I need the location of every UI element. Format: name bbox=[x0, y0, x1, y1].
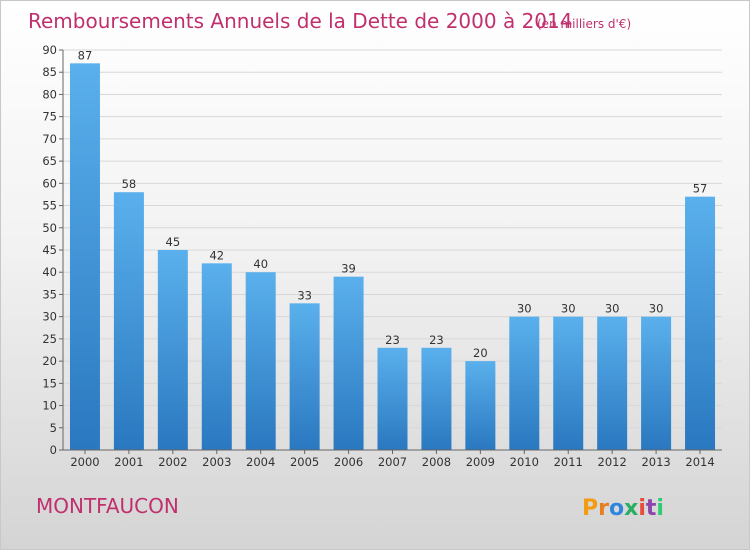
x-tick-label-2003: 2003 bbox=[202, 455, 231, 469]
bar-2013 bbox=[641, 316, 672, 450]
x-tick-label-2008: 2008 bbox=[422, 455, 451, 469]
data-label-2011: 30 bbox=[561, 302, 576, 316]
commune-name: MONTFAUCON bbox=[36, 494, 179, 518]
data-label-2012: 30 bbox=[605, 302, 620, 316]
bar-2005 bbox=[289, 303, 320, 450]
x-tick-label-2006: 2006 bbox=[334, 455, 363, 469]
data-label-2004: 40 bbox=[253, 257, 268, 271]
y-tick-label: 10 bbox=[42, 399, 57, 413]
logo-letter: x bbox=[624, 496, 638, 521]
x-tick-label-2013: 2013 bbox=[641, 455, 670, 469]
bars bbox=[69, 63, 716, 450]
y-tick-label: 65 bbox=[42, 154, 57, 168]
x-tick-label-2004: 2004 bbox=[246, 455, 275, 469]
bar-2007 bbox=[377, 347, 408, 450]
y-tick-label: 75 bbox=[42, 110, 57, 124]
logo-letter: t bbox=[646, 496, 657, 521]
logo-letter: i bbox=[656, 496, 664, 521]
x-axis-ticks: 2000 2001 2002 2003 2004 2005 2006 2007 2008 2009… bbox=[70, 450, 715, 469]
y-tick-label: 55 bbox=[42, 199, 57, 213]
y-tick-label: 25 bbox=[42, 332, 57, 346]
y-tick-label: 0 bbox=[50, 443, 57, 457]
x-tick-label-2011: 2011 bbox=[554, 455, 583, 469]
y-tick-label: 5 bbox=[50, 421, 57, 435]
data-label-2001: 58 bbox=[122, 177, 137, 191]
data-label-2005: 33 bbox=[297, 288, 312, 302]
bar-2001 bbox=[113, 192, 144, 450]
y-tick-label: 15 bbox=[42, 376, 57, 390]
x-tick-label-2007: 2007 bbox=[378, 455, 407, 469]
bar-2009 bbox=[465, 361, 496, 450]
bar-2011 bbox=[553, 316, 584, 450]
x-tick-label-2014: 2014 bbox=[685, 455, 714, 469]
bar-2008 bbox=[421, 347, 452, 450]
proxiti-logo[interactable]: Proxiti bbox=[582, 496, 664, 521]
bar-2014 bbox=[685, 196, 716, 450]
logo-letter: r bbox=[598, 496, 609, 521]
y-tick-label: 85 bbox=[42, 65, 57, 79]
logo-letter: o bbox=[609, 496, 624, 521]
y-tick-label: 90 bbox=[42, 43, 57, 57]
x-tick-label-2000: 2000 bbox=[70, 455, 99, 469]
x-tick-label-2012: 2012 bbox=[598, 455, 627, 469]
x-tick-label-2010: 2010 bbox=[510, 455, 539, 469]
logo-letter: i bbox=[638, 496, 646, 521]
data-label-2006: 39 bbox=[341, 262, 356, 276]
data-label-2000: 87 bbox=[78, 48, 93, 62]
y-axis-ticks: 0 5 10 15 20 25 30 35 40 45 50 55 60 65 70 75 80 85 90 bbox=[42, 43, 63, 457]
logo-letter: P bbox=[582, 496, 598, 521]
x-tick-label-2001: 2001 bbox=[114, 455, 143, 469]
y-tick-label: 30 bbox=[42, 310, 57, 324]
chart-title: Remboursements Annuels de la Dette de 20… bbox=[28, 9, 572, 33]
data-label-2002: 45 bbox=[166, 235, 181, 249]
chart-unit-note: (en milliers d'€) bbox=[537, 17, 631, 31]
y-tick-label: 40 bbox=[42, 265, 57, 279]
y-tick-label: 70 bbox=[42, 132, 57, 146]
data-label-2009: 20 bbox=[473, 346, 488, 360]
bar-2003 bbox=[201, 263, 232, 450]
y-tick-label: 45 bbox=[42, 243, 57, 257]
data-labels: 87 58 45 42 40 33 39 23 23 20 30 30 30 30 57 bbox=[78, 48, 708, 360]
bar-2004 bbox=[245, 272, 276, 450]
data-label-2014: 57 bbox=[693, 182, 708, 196]
y-tick-label: 20 bbox=[42, 354, 57, 368]
data-label-2010: 30 bbox=[517, 302, 532, 316]
bar-2010 bbox=[509, 316, 540, 450]
y-tick-label: 50 bbox=[42, 221, 57, 235]
data-label-2008: 23 bbox=[429, 333, 444, 347]
x-tick-label-2009: 2009 bbox=[466, 455, 495, 469]
x-tick-label-2002: 2002 bbox=[158, 455, 187, 469]
data-label-2013: 30 bbox=[649, 302, 664, 316]
data-label-2003: 42 bbox=[209, 248, 224, 262]
bar-2002 bbox=[157, 250, 188, 450]
y-tick-label: 80 bbox=[42, 87, 57, 101]
data-label-2007: 23 bbox=[385, 333, 400, 347]
y-tick-label: 60 bbox=[42, 176, 57, 190]
bar-2006 bbox=[333, 276, 364, 450]
y-tick-label: 35 bbox=[42, 287, 57, 301]
bar-2012 bbox=[597, 316, 628, 450]
x-tick-label-2005: 2005 bbox=[290, 455, 319, 469]
bar-2000 bbox=[69, 63, 100, 450]
